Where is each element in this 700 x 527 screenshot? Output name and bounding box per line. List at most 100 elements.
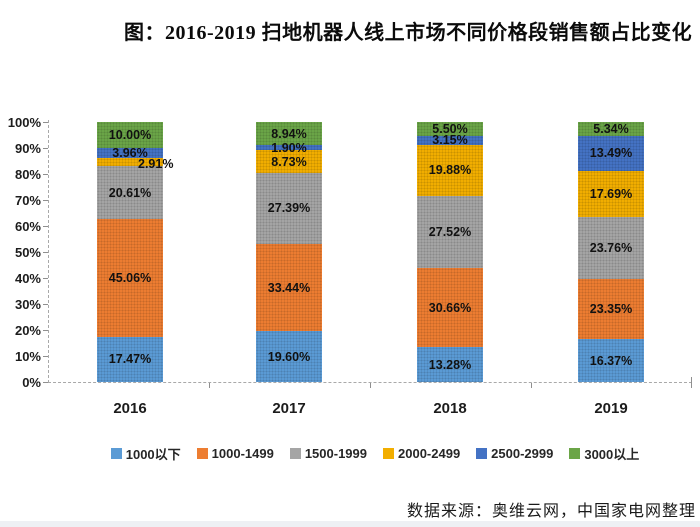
segment-label-2016-3000以上: 10.00% [108, 127, 152, 142]
segment-label-2018-3000以上: 5.50% [432, 121, 468, 136]
segment-label-2017-3000以上: 8.94% [271, 126, 307, 141]
segment-2019-1000以下: 16.37% [578, 339, 644, 382]
segment-2019-2000-2499: 17.69% [578, 170, 644, 217]
segment-label-2018-1500-1999: 27.52% [428, 224, 472, 239]
y-axis-label-80%: 80% [14, 166, 41, 182]
segment-label-2017-2000-2499: 8.73% [271, 154, 307, 169]
segment-label-2018-1000以下: 13.28% [428, 357, 472, 372]
segment-label-2019-2500-2999: 13.49% [589, 146, 633, 161]
segment-2016-1500-1999: 20.61% [97, 165, 163, 220]
y-axis-line [48, 120, 49, 383]
x-axis-end-tick [691, 377, 692, 388]
segment-2018-1000以下: 13.28% [417, 347, 483, 382]
segment-label-2019-1000以下: 16.37% [589, 353, 633, 368]
segment-2017-1500-1999: 27.39% [256, 172, 322, 245]
y-axis-label-90%: 90% [14, 140, 41, 156]
x-axis-label-2017: 2017 [272, 400, 306, 417]
segment-label-2018-2500-2999: 3.15% [432, 133, 468, 148]
legend-item-1000以下: 1000以下 [110, 444, 181, 463]
legend-label: 1500-1999 [304, 446, 367, 461]
segment-label-2016-2500-2999: 3.96% [112, 145, 148, 160]
segment-2016-2000-2499: 2.91% [97, 158, 173, 170]
segment-2017-1000-1499: 33.44% [256, 244, 322, 332]
segment-2017-3000以上: 8.94% [256, 122, 322, 146]
source-note: 数据来源：奥维云网，中国家电网整理 [406, 503, 696, 520]
segment-2019-2500-2999: 13.49% [578, 135, 644, 171]
segment-2019-3000以上: 5.34% [578, 122, 644, 136]
y-tick-20% [43, 330, 48, 331]
y-axis-label-40%: 40% [14, 270, 41, 286]
legend-item-3000以上: 3000以上 [569, 444, 639, 463]
y-axis-label-50%: 50% [14, 244, 41, 260]
legend-item-2000-2499: 2000-2499 [383, 444, 460, 463]
segment-label-2016-1000以下: 17.47% [108, 352, 152, 367]
y-tick-100% [43, 122, 48, 123]
segment-label-2019-3000以上: 5.34% [593, 121, 629, 136]
legend-swatch-icon [196, 448, 208, 459]
legend-swatch-icon [569, 448, 581, 459]
y-tick-70% [43, 200, 48, 201]
y-tick-60% [43, 226, 48, 227]
y-tick-0% [43, 382, 48, 383]
segment-2016-3000以上: 10.00% [97, 121, 163, 148]
segment-2016-1000以下: 17.47% [97, 336, 163, 382]
y-axis-label-100%: 100% [7, 114, 41, 130]
legend-item-1500-1999: 1500-1999 [289, 444, 367, 463]
x-axis-label-2018: 2018 [433, 400, 467, 417]
segment-2018-1000-1499: 30.66% [417, 267, 483, 348]
segment-label-2019-1500-1999: 23.76% [589, 240, 633, 255]
y-tick-80% [43, 174, 48, 175]
segment-label-2017-1500-1999: 27.39% [267, 201, 311, 216]
legend-label: 3000以上 [584, 447, 640, 462]
legend-item-2500-2999: 2500-2999 [476, 444, 553, 463]
x-axis-boundary-tick [531, 383, 532, 388]
y-tick-40% [43, 278, 48, 279]
legend-label: 1000以下 [125, 447, 181, 462]
segment-label-2016-2000-2499: 2.91% [138, 156, 174, 171]
x-axis-label-2016: 2016 [113, 400, 147, 417]
segment-label-2017-1000以下: 19.60% [267, 349, 311, 364]
segment-label-2018-2000-2499: 19.88% [428, 163, 472, 178]
segment-2016-1000-1499: 45.06% [97, 219, 163, 337]
y-tick-50% [43, 252, 48, 253]
bottom-strip [0, 521, 700, 527]
x-axis-line [48, 382, 692, 383]
y-tick-30% [43, 304, 48, 305]
segment-label-2016-1000-1499: 45.06% [108, 270, 152, 285]
legend-label: 1000-1499 [211, 446, 274, 461]
y-axis-label-0%: 0% [22, 374, 41, 390]
segment-2017-1000以下: 19.60% [256, 331, 322, 382]
segment-label-2017-2500-2999: 1.90% [271, 140, 307, 155]
segment-2017-2000-2499: 8.73% [256, 150, 322, 173]
legend-label: 2000-2499 [398, 446, 461, 461]
legend-swatch-icon [110, 448, 122, 459]
y-tick-90% [43, 148, 48, 149]
segment-label-2017-1000-1499: 33.44% [267, 280, 311, 295]
y-axis-label-30%: 30% [14, 296, 41, 312]
x-axis-boundary-tick [209, 383, 210, 388]
segment-label-2018-1000-1499: 30.66% [428, 300, 472, 315]
segment-label-2019-1000-1499: 23.35% [589, 301, 633, 316]
x-axis-boundary-tick [370, 383, 371, 388]
segment-2016-2500-2999: 3.96% [97, 145, 163, 160]
y-axis-label-70%: 70% [14, 192, 41, 208]
segment-2018-2000-2499: 19.88% [417, 144, 483, 197]
legend-swatch-icon [476, 448, 488, 459]
y-tick-10% [43, 356, 48, 357]
legend-swatch-icon [289, 448, 301, 459]
segment-2018-1500-1999: 27.52% [417, 196, 483, 268]
y-axis-label-20%: 20% [14, 322, 41, 338]
legend-item-1000-1499: 1000-1499 [196, 444, 274, 463]
legend: 1000以下 1000-1499 1500-1999 2000-2499 2500-29… [25, 444, 700, 463]
segment-2019-1000-1499: 23.35% [578, 278, 644, 340]
segment-2017-2500-2999: 1.90% [256, 141, 322, 153]
y-axis-label-60%: 60% [14, 218, 41, 234]
x-axis-label-2019: 2019 [594, 400, 628, 417]
chart-title: 图：2016-2019 扫地机器人线上市场不同价格段销售额占比变化 [124, 22, 693, 44]
legend-label: 2500-2999 [491, 446, 554, 461]
segment-label-2016-1500-1999: 20.61% [108, 185, 152, 200]
segment-label-2019-2000-2499: 17.69% [589, 186, 633, 201]
y-axis-label-10%: 10% [14, 348, 41, 364]
segment-2018-2500-2999: 3.15% [417, 133, 483, 148]
